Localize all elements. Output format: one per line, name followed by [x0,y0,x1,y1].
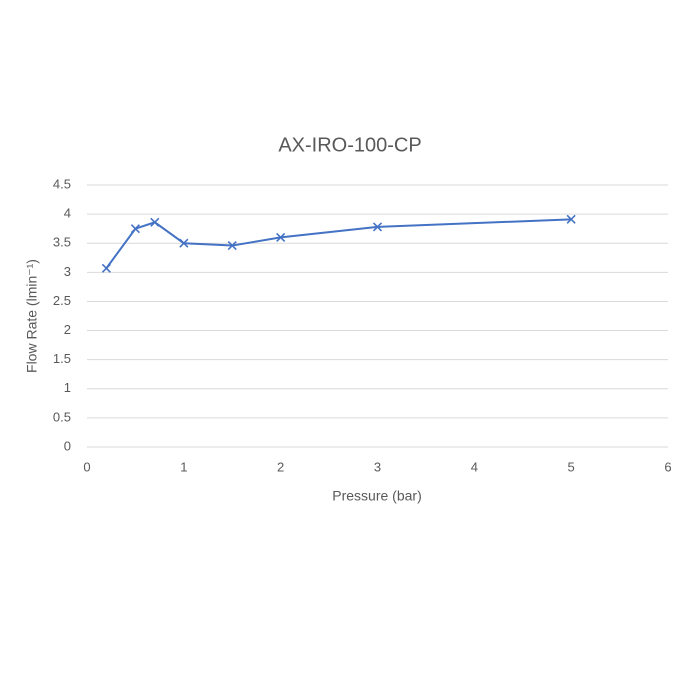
x-tick-label: 2 [277,459,284,474]
chart-title: AX-IRO-100-CP [278,134,421,156]
marker [372,222,383,232]
marker [566,214,576,224]
y-tick-label: 4.5 [53,176,71,191]
x-axis-label: Pressure (bar) [332,488,421,504]
line [105,218,572,269]
x-tick-label: 6 [664,459,671,474]
marker [130,224,140,234]
x-tick-label: 4 [471,459,478,474]
marker [179,238,189,248]
x-tick-label: 3 [374,459,381,474]
marker [227,240,237,251]
x-tick-label: 0 [83,459,90,474]
x-tick-label: 1 [180,459,187,474]
y-tick-label: 4 [64,206,71,221]
x-tick-label: 5 [568,459,575,474]
y-tick-label: 0.5 [53,409,71,424]
y-axis-label: Flow Rate (lmin⁻¹) [24,259,40,373]
y-tick-label: 2 [64,322,71,337]
marker [150,217,160,227]
y-tick-label: 3.5 [53,235,71,250]
y-tick-label: 2.5 [53,293,71,308]
y-tick-label: 3 [64,264,71,279]
y-tick-label: 1.5 [53,351,71,366]
marker [101,263,111,273]
y-tick-label: 0 [64,438,71,453]
marker [276,232,286,242]
y-tick-label: 1 [64,380,71,395]
